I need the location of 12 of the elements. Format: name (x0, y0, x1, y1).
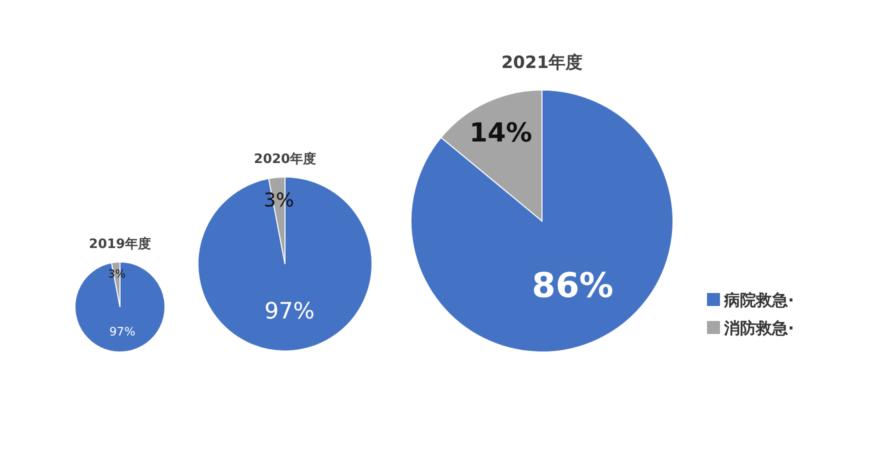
pie-slice (198, 176, 372, 352)
legend-label: 消防救急· (723, 318, 794, 338)
pie-slice (410, 90, 674, 352)
chart-title: 2019年度 (88, 236, 152, 252)
pie-slice (74, 262, 166, 352)
legend-label: 病院救急· (723, 290, 794, 310)
data-label: 97% (264, 298, 315, 325)
data-label: 97% (109, 324, 136, 339)
chart-title: 2020年度 (254, 151, 316, 167)
data-label: 14% (469, 118, 532, 148)
data-label: 86% (532, 266, 614, 306)
chart-title: 2021年度 (501, 53, 583, 73)
